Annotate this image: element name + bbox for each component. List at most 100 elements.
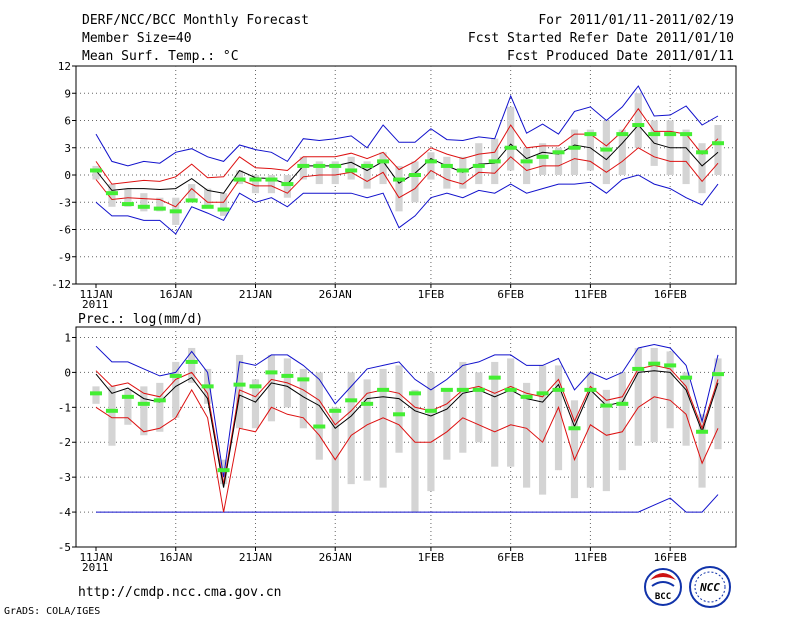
ncc-logo: NCC (689, 566, 731, 608)
spread-box (172, 361, 180, 418)
marker-point (616, 401, 629, 406)
marker-point (249, 177, 262, 182)
marker-point (90, 168, 102, 173)
marker-point (169, 373, 182, 378)
x-tick-label: 16FEB (654, 288, 687, 301)
x-tick-label: 11JAN (79, 288, 112, 301)
x-tick-label: 11FEB (574, 288, 607, 301)
marker-point (600, 147, 613, 152)
y-tick-label: -2 (58, 436, 71, 449)
marker-point (680, 375, 693, 380)
marker-point (105, 191, 118, 196)
spread-box (140, 193, 148, 212)
spread-box (251, 175, 260, 194)
header-period: For 2011/01/11-2011/02/19 (538, 13, 734, 28)
marker-point (536, 154, 549, 159)
y-tick-label: 3 (64, 142, 71, 155)
spread-box (363, 379, 371, 481)
marker-point (504, 145, 517, 150)
marker-point (233, 177, 246, 182)
marker-point (153, 206, 166, 211)
spread-box (523, 382, 531, 488)
marker-point (201, 384, 214, 389)
spread-box (491, 361, 499, 467)
spread-box (618, 372, 626, 471)
spread-box (475, 372, 483, 443)
marker-point (105, 408, 118, 413)
spread-box (347, 156, 355, 180)
marker-point (361, 163, 374, 168)
marker-point (90, 391, 102, 396)
marker-point (121, 394, 134, 399)
header-produced: Fcst Produced Date 2011/01/11 (507, 49, 734, 64)
spread-box (698, 414, 706, 488)
spread-box (714, 358, 722, 450)
spread-box (267, 175, 276, 194)
marker-point (632, 366, 645, 371)
spread-box (682, 129, 690, 185)
marker-point (297, 377, 310, 382)
spread-box (554, 365, 563, 471)
x-year-label: 2011 (82, 298, 109, 311)
ncc-logo-text: NCC (699, 581, 720, 594)
marker-point (648, 132, 661, 137)
marker-point (408, 173, 421, 177)
marker-point (345, 168, 358, 173)
spread-box (443, 156, 451, 189)
spread-box (570, 129, 579, 175)
bcc-logo-text: BCC (655, 592, 671, 602)
marker-point (456, 168, 469, 173)
panel-title: Prec.: log(mm/d) (78, 312, 203, 327)
marker-point (712, 141, 724, 146)
marker-point (313, 424, 326, 429)
y-tick-label: -9 (58, 251, 71, 264)
x-tick-label: 16FEB (654, 551, 687, 564)
marker-point (520, 159, 533, 164)
marker-point (456, 387, 469, 392)
spread-box (427, 372, 435, 492)
spread-box (586, 129, 594, 171)
marker-point (664, 363, 677, 368)
spread-box (188, 184, 196, 203)
x-tick-label: 1FEB (418, 551, 445, 564)
spread-box (283, 175, 291, 198)
spread-box (602, 389, 610, 492)
spread-box (363, 161, 371, 189)
header-started: Fcst Started Refer Date 2011/01/10 (468, 31, 734, 46)
marker-point (281, 373, 294, 378)
spread-box (618, 129, 626, 175)
marker-point (377, 387, 390, 392)
spread-box (666, 351, 674, 429)
x-tick-label: 16JAN (159, 288, 192, 301)
x-tick-label: 6FEB (497, 288, 524, 301)
marker-point (185, 359, 198, 364)
spread-box (443, 389, 451, 460)
marker-point (297, 163, 310, 168)
spread-box (411, 389, 419, 513)
spread-box (315, 372, 323, 460)
x-tick-label: 26JAN (319, 288, 352, 301)
marker-point (680, 132, 693, 137)
marker-point (329, 163, 342, 168)
marker-point (393, 412, 406, 417)
spread-box (507, 358, 515, 467)
header-title: DERF/NCC/BCC Monthly Forecast (82, 13, 309, 28)
marker-point (664, 132, 677, 137)
spread-box (634, 347, 642, 446)
footer-url: http://cmdp.ncc.cma.gov.cn (78, 585, 282, 600)
series-line-mean (95, 124, 719, 194)
spread-box (682, 372, 690, 446)
marker-point (408, 391, 421, 396)
plot-frame (75, 326, 737, 548)
marker-point (201, 204, 214, 209)
marker-point (568, 145, 581, 150)
y-tick-label: -3 (58, 196, 71, 209)
marker-point (217, 207, 230, 212)
spread-box (714, 125, 722, 175)
precipitation-panel: Prec.: log(mm/d) -5 -4 -3 -2 -1 0 1 11JAN 16JAN 21… (58, 312, 737, 574)
y-tick-label: 1 (64, 331, 71, 344)
x-tick-label: 11JAN (79, 551, 112, 564)
marker-point (472, 387, 485, 392)
marker-point (712, 372, 724, 377)
